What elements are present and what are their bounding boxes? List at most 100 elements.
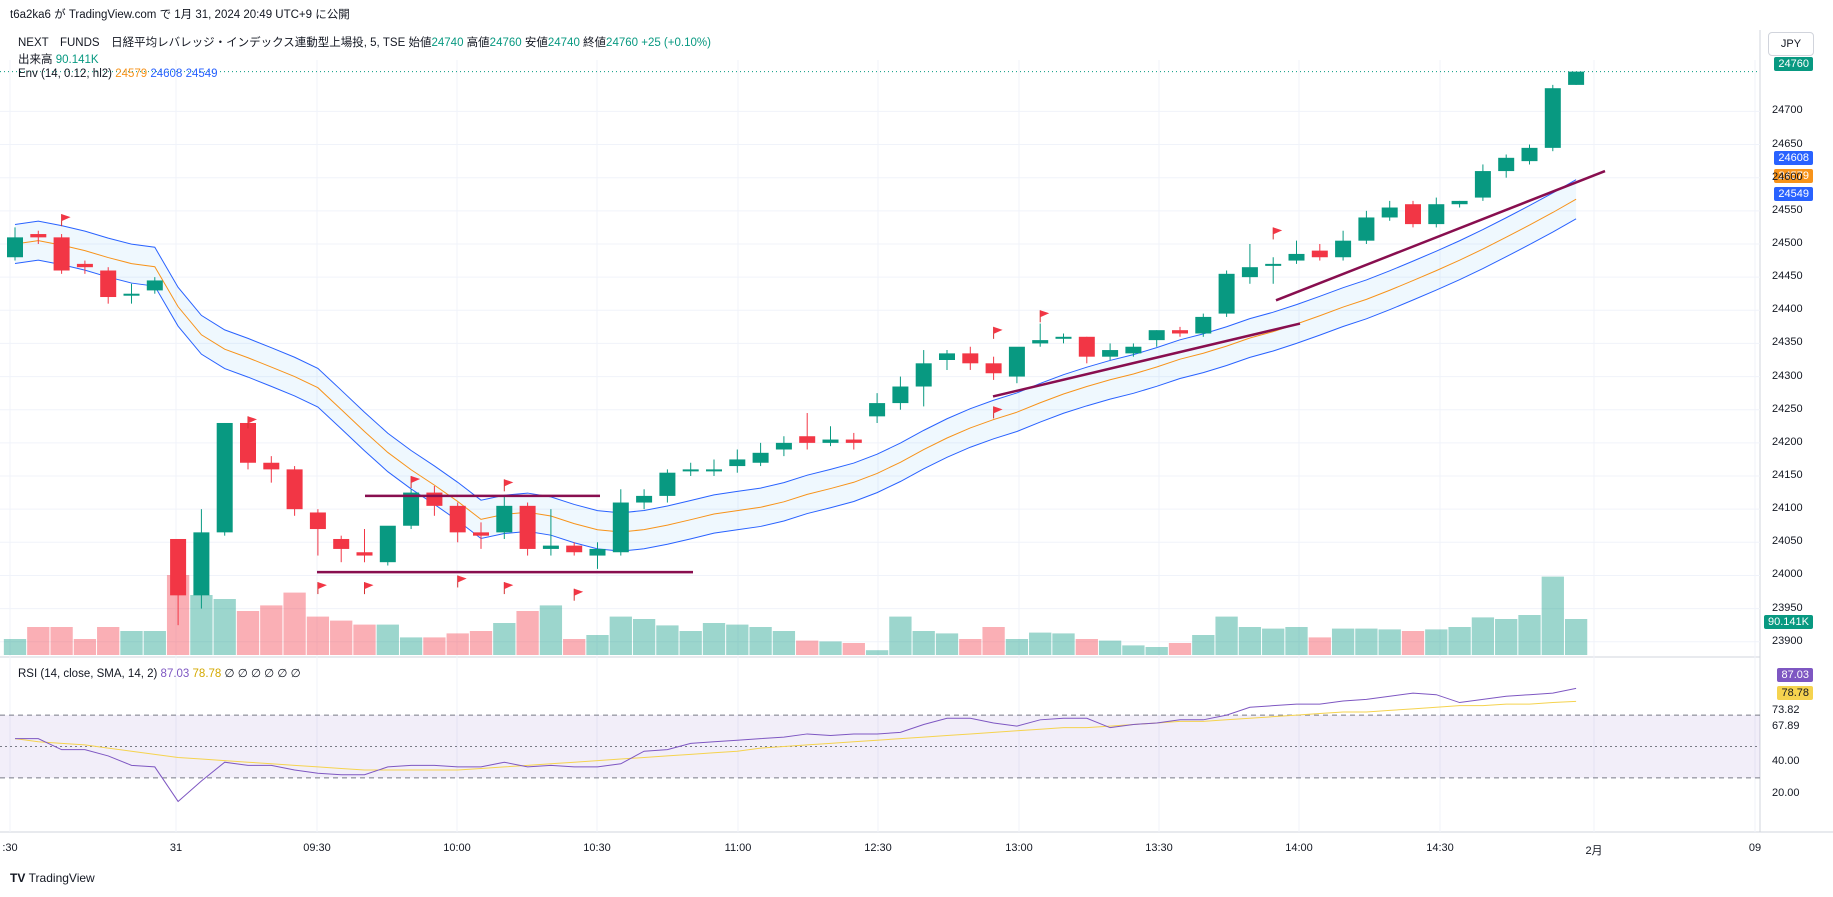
env-upper-badge: 24608	[1774, 151, 1813, 165]
price-tick-label: 23950	[1772, 601, 1803, 614]
candle-body	[892, 386, 909, 404]
candle-body	[146, 280, 163, 291]
candle-body	[1311, 250, 1328, 258]
candle-body	[1288, 253, 1305, 261]
candle-body	[1428, 204, 1445, 225]
rsi-label: RSI (14, close, SMA, 14, 2)	[18, 668, 158, 680]
volume-bar	[469, 631, 493, 655]
volume-bar	[3, 639, 27, 655]
candle-body	[915, 363, 932, 387]
candle-body	[53, 237, 70, 271]
volume-bar	[376, 624, 399, 655]
symbol-legend[interactable]: NEXT FUNDS 日経平均レバレッジ・インデックス連動型上場投, 5, TS…	[18, 34, 711, 50]
close-value: 24760	[606, 37, 639, 49]
candle-body	[1125, 346, 1142, 354]
flag-marker-icon	[504, 582, 514, 590]
flag-marker-icon	[1040, 310, 1050, 318]
volume-bar	[1168, 643, 1192, 655]
candle-body	[1474, 171, 1491, 198]
flag-marker-icon	[993, 326, 1003, 334]
rsi-value: 87.03	[160, 668, 190, 680]
candle-body	[729, 459, 746, 467]
rsi-mid-label: 67.89	[1772, 720, 1800, 732]
time-tick-label: 10:00	[443, 842, 471, 854]
volume-legend[interactable]: 出来高 90.141K	[18, 51, 99, 67]
time-tick-label: 31	[169, 842, 183, 854]
volume-bar	[1495, 619, 1518, 655]
candle-body	[7, 237, 23, 258]
candle-body	[170, 538, 187, 596]
price-tick-label: 24650	[1772, 137, 1803, 150]
volume-bar	[1285, 627, 1308, 655]
flag-marker-icon	[317, 582, 327, 590]
flag-marker-icon	[574, 588, 584, 596]
candle-body	[1451, 200, 1468, 205]
currency-button[interactable]: JPY	[1768, 32, 1814, 56]
volume-bar	[1098, 640, 1122, 655]
candle-body	[473, 532, 489, 536]
high-label: 高値	[466, 37, 490, 49]
candle-body	[379, 525, 396, 563]
price-tick-label: 24600	[1772, 170, 1803, 183]
last-price-badge: 24760	[1774, 57, 1813, 71]
rsi-ma-line	[14, 700, 1577, 771]
rsi-upper-band-label: 73.82	[1772, 704, 1800, 716]
candle-body	[496, 505, 513, 533]
rsi-legend[interactable]: RSI (14, close, SMA, 14, 2) 87.03 78.78 …	[18, 666, 301, 680]
price-tick-label: 23900	[1772, 634, 1803, 647]
candle-body	[845, 439, 862, 443]
change-value: +25 (+0.10%)	[641, 37, 711, 49]
candle-body	[30, 234, 47, 238]
volume-bar	[1005, 639, 1029, 655]
flag-marker-icon	[364, 582, 374, 590]
volume-bar	[50, 627, 73, 655]
candle-body	[1078, 336, 1095, 357]
volume-bar	[1448, 627, 1471, 655]
volume-bar	[1215, 616, 1238, 655]
flag-marker-icon	[1273, 227, 1283, 235]
volume-bar	[1518, 615, 1541, 655]
candle-body	[309, 512, 326, 530]
volume-bar	[1262, 628, 1285, 655]
volume-bar	[423, 637, 446, 655]
volume-bar	[1564, 619, 1588, 655]
open-label: 始値	[408, 37, 432, 49]
price-tick-label: 24550	[1772, 203, 1803, 216]
footer-text: TradingView	[28, 871, 95, 885]
flag-marker-icon	[248, 416, 257, 424]
volume-bar	[213, 599, 236, 655]
volume-bar	[796, 640, 819, 655]
candle-body	[612, 502, 629, 553]
candle-body	[799, 436, 816, 443]
price-tick-label: 24200	[1772, 435, 1803, 448]
rsi-tick-label: 20.00	[1772, 786, 1800, 799]
flag-marker-icon	[457, 575, 467, 583]
envelope-upper-line	[14, 179, 1577, 514]
time-tick-label: 14:30	[1426, 842, 1454, 854]
candle-body	[1265, 263, 1282, 266]
volume-bar	[1192, 635, 1215, 655]
candle-body	[682, 469, 699, 472]
volume-bar	[609, 616, 632, 655]
tradingview-logo[interactable]: TV TradingView	[10, 871, 95, 885]
volume-bar	[1331, 628, 1355, 655]
volume-bar	[1029, 632, 1052, 655]
volume-bar	[260, 605, 283, 655]
env-legend[interactable]: Env (14, 0.12, hl2) 24579 24608 24549	[18, 68, 218, 80]
volume-label: 出来高	[18, 54, 53, 66]
volume-bar	[1075, 639, 1098, 655]
candle-body	[542, 545, 559, 549]
volume-bar	[1122, 645, 1145, 655]
price-pane	[0, 60, 1760, 657]
candle-body	[636, 495, 653, 503]
price-tick-label: 24700	[1772, 104, 1803, 117]
open-value: 24740	[431, 37, 464, 49]
candle-body	[216, 422, 233, 533]
volume-bar	[1425, 629, 1448, 655]
candle-body	[1381, 207, 1398, 218]
candle-body	[962, 353, 979, 364]
time-tick-label: 13:00	[1005, 842, 1033, 854]
price-tick-label: 24150	[1772, 469, 1803, 481]
candle-body	[1195, 316, 1212, 334]
